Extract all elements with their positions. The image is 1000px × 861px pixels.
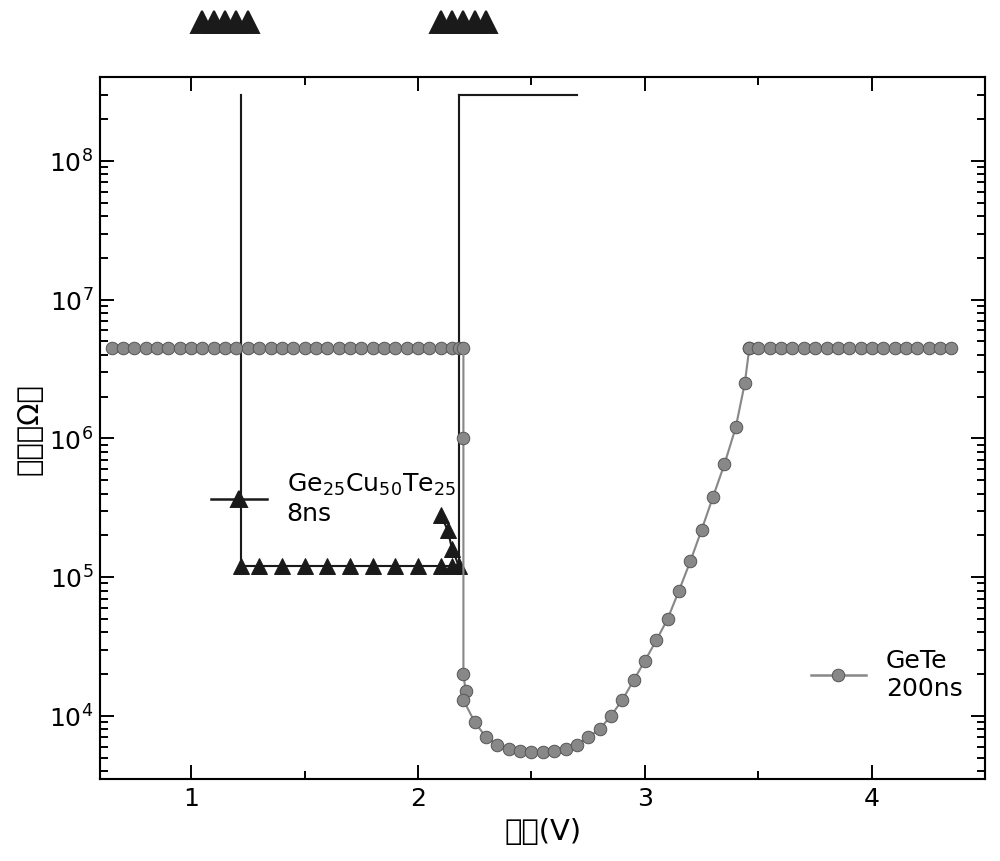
X-axis label: 电压(V): 电压(V) [504,818,581,846]
Y-axis label: 电阔（Ω）: 电阔（Ω） [15,383,43,474]
Legend: GeTe
200ns: GeTe 200ns [800,639,972,710]
